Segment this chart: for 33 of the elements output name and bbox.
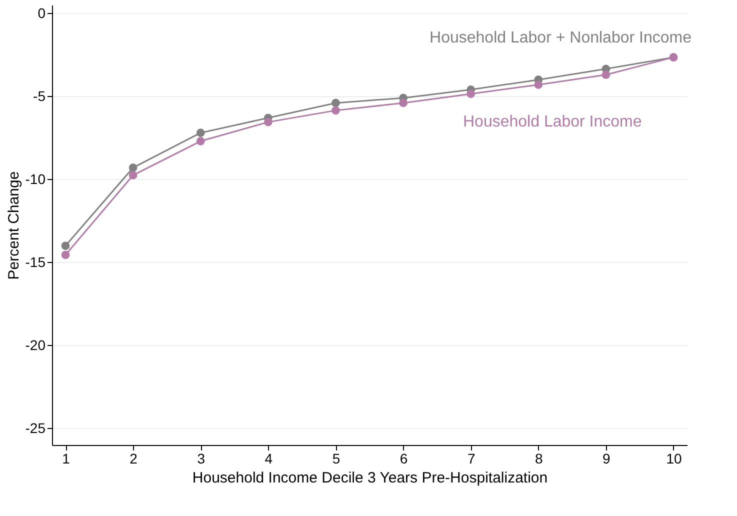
point [128,164,138,172]
y-tick-label: -10 [25,170,46,187]
point [332,98,340,108]
y-tick-label: -15 [25,254,46,270]
point [399,98,408,108]
x-tick-label: 5 [332,450,340,466]
x-tick-label: 9 [602,450,611,466]
x-tick-label: 2 [130,450,138,466]
point [332,106,340,115]
point [534,80,543,89]
point [128,171,138,180]
point [602,70,610,79]
y-tick-label: 0 [38,4,46,21]
series-label: Household Labor + Nonlabor Income [430,29,692,46]
x-tick-label: 10 [666,450,682,466]
point [196,136,205,146]
point [61,250,70,260]
x-tick-label: 1 [62,450,70,466]
y-tick-label: -25 [25,420,46,436]
y-tick-label: -20 [25,336,46,353]
point [61,242,70,250]
series-label: Household Labor Income [462,114,642,131]
x-axis-title: Household Income Decile 3 Years Pre-Hospitalization [192,470,548,486]
point [466,90,476,98]
point [196,128,205,138]
y-tick-label: -5 [33,88,46,104]
point [264,118,272,126]
x-tick-label: 6 [400,450,408,466]
x-tick-label: 3 [197,450,206,466]
x-tick-label: 7 [467,450,476,466]
x-tick-label: 8 [534,450,543,466]
y-axis-title: Percent Change [5,171,22,280]
x-tick-label: 4 [264,450,273,466]
